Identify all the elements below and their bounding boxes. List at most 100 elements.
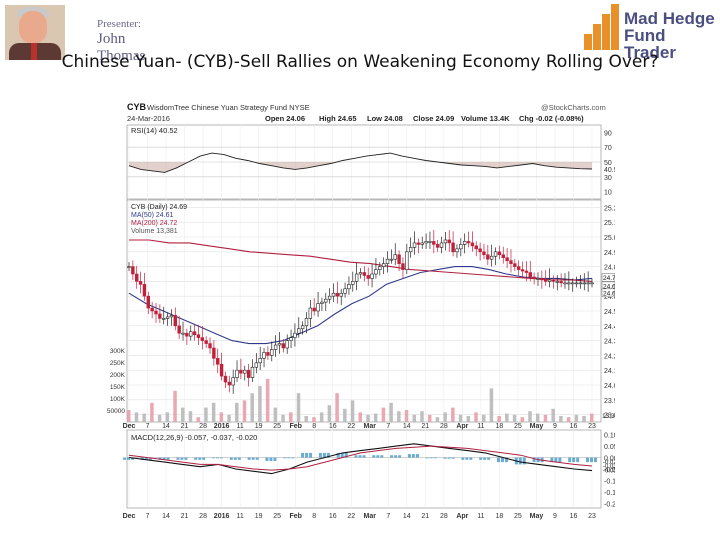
volume-bar: [420, 411, 424, 422]
candle-body: [347, 284, 351, 290]
date-tick-label: 23: [588, 513, 596, 520]
candle-body: [547, 279, 552, 282]
candle-body: [405, 251, 409, 270]
macd-histogram-bar: [532, 457, 536, 463]
candle-body: [331, 292, 336, 297]
price-tick-label: 24.2: [604, 353, 615, 360]
date-tick-label: Apr: [456, 513, 468, 520]
macd-histogram-bar: [554, 457, 558, 463]
candle-body: [173, 315, 178, 327]
date-tick-label: 7: [146, 513, 150, 520]
volume-bar: [412, 414, 417, 422]
macd-histogram-bar: [291, 457, 295, 459]
volume-bar: [319, 412, 324, 422]
macd-histogram-bar: [411, 454, 415, 458]
candle-body: [324, 298, 328, 303]
volume-bar: [157, 414, 162, 422]
macd-histogram-bar: [148, 457, 152, 460]
volume-bar: [335, 393, 339, 422]
date-tick-label: 16: [570, 513, 578, 520]
macd-histogram-bar: [322, 452, 326, 458]
volume-bar: [227, 414, 231, 422]
candle-body: [439, 242, 444, 248]
macd-histogram-bar: [216, 457, 220, 459]
candle-body: [497, 251, 502, 256]
date-tick-label: 8: [312, 513, 316, 520]
date-tick-label: 23: [588, 423, 596, 430]
date-tick-label: 21: [181, 423, 189, 430]
candle-body: [470, 242, 475, 247]
candle-body: [196, 334, 201, 338]
price-tick-label: 24.0: [604, 383, 615, 390]
grid-lines: [127, 125, 601, 508]
legend-ma50: MA(50) 24.61: [131, 212, 174, 219]
candle-body: [374, 269, 378, 275]
volume-bar: [373, 413, 378, 422]
volume-layer: [127, 378, 594, 422]
date-tick-label: 2016: [214, 513, 230, 520]
macd-histogram-bar: [166, 457, 170, 460]
candle-body: [277, 343, 282, 346]
volume-bar: [535, 413, 540, 422]
candle-body: [204, 340, 208, 344]
macd-histogram-bar: [273, 457, 277, 461]
date-tick-label: 11: [477, 513, 484, 520]
price-tick-label: 25.2: [604, 205, 615, 212]
macd-histogram-bar: [461, 457, 465, 460]
volume-bar: [505, 413, 509, 422]
candle-body: [366, 275, 370, 279]
legend-price: CYB (Daily) 24.69: [131, 204, 187, 211]
candle-body: [285, 340, 289, 349]
macd-histogram-bar: [309, 452, 313, 458]
volume-bar: [481, 414, 486, 422]
macd-tick-label: 0.10: [604, 433, 615, 440]
macd-histogram-bar: [287, 457, 291, 459]
chart-open: Open 24.06: [265, 114, 305, 123]
date-tick-label: 14: [162, 513, 170, 520]
candle-body: [524, 270, 529, 273]
volume-tick-label: 300K: [110, 348, 126, 355]
candle-body: [528, 272, 532, 278]
rsi-tick-label: 10: [604, 190, 612, 197]
macd-histogram-bar: [229, 457, 233, 460]
volume-marker-label: 13,381: [602, 413, 615, 420]
volume-bar: [219, 412, 224, 422]
candle-body: [489, 255, 494, 260]
price-tick-label: 24.8: [604, 265, 615, 272]
candlestick-layer: [127, 229, 594, 394]
candle-body: [586, 282, 590, 285]
volume-bar: [497, 416, 501, 422]
candle-body: [150, 307, 154, 312]
candle-body: [451, 242, 455, 253]
macd-line: [128, 443, 593, 475]
candle-body: [254, 362, 259, 368]
logo-bars-icon: [584, 4, 620, 50]
volume-bar: [451, 407, 455, 422]
volume-bar: [427, 414, 432, 422]
presenter-name: John Thomas: [97, 31, 146, 64]
macd-marker-label: -0.037: [603, 464, 615, 470]
volume-bar: [458, 414, 463, 422]
rsi-current-label: 40.52: [604, 167, 615, 174]
candle-body: [520, 269, 525, 272]
price-tick-label: 25.1: [604, 220, 615, 227]
macd-histogram-bar: [429, 457, 433, 459]
date-tick-label: 19: [255, 423, 263, 430]
candle-body: [273, 344, 278, 350]
candle-body: [420, 242, 424, 245]
candle-body: [555, 281, 559, 283]
date-tick-label: 18: [496, 513, 504, 520]
candle-body: [135, 273, 139, 282]
volume-bar: [173, 390, 177, 422]
macd-histogram-bar: [576, 457, 580, 463]
price-tick-label: 23.8: [604, 413, 615, 420]
date-tick-label: 25: [514, 513, 522, 520]
candle-body: [540, 278, 544, 281]
macd-histogram-bar: [394, 455, 398, 458]
macd-histogram-bar: [590, 457, 593, 463]
volume-bar: [566, 417, 571, 422]
candle-body: [185, 332, 189, 337]
date-tick-label: 2016: [214, 423, 230, 430]
date-tick-label: 11: [477, 423, 484, 430]
candle-body: [312, 307, 316, 312]
